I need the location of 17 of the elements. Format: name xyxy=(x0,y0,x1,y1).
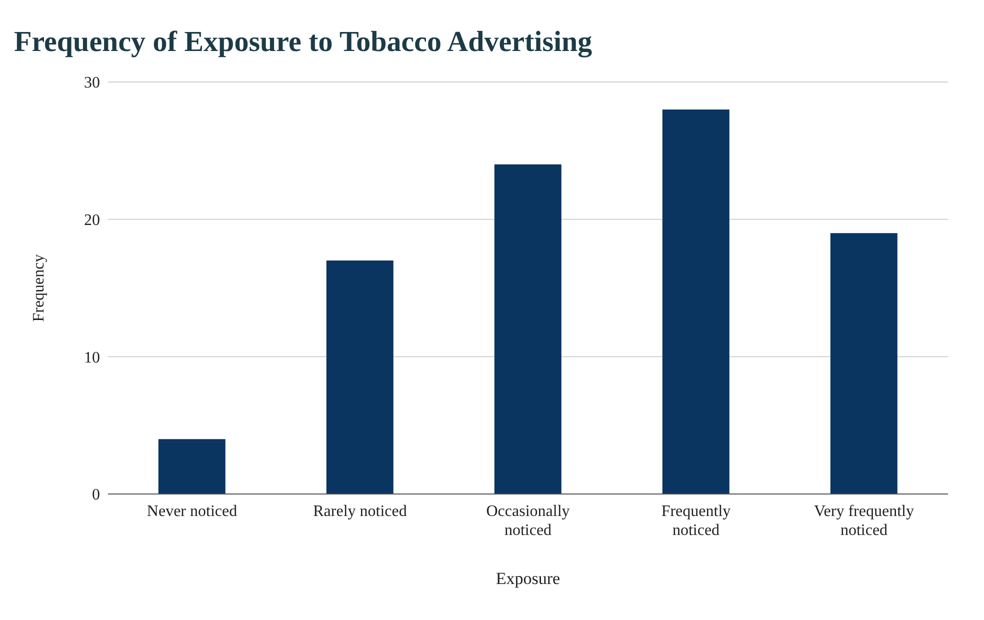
x-tick-label: Rarely noticed xyxy=(313,503,407,520)
y-tick-label: 20 xyxy=(84,212,100,230)
y-tick-label: 10 xyxy=(84,349,100,366)
x-tick-label: Very frequently noticed xyxy=(814,503,914,539)
bar xyxy=(326,260,394,494)
x-tick-label: Frequently noticed xyxy=(661,503,731,539)
chart-title: Frequency of Exposure to Tobacco Advertising xyxy=(13,25,594,60)
y-tick-label: 30 xyxy=(84,74,100,92)
x-tick-label: Never noticed xyxy=(146,503,238,520)
y-axis-title: Frequency xyxy=(30,254,48,322)
x-tick-label: Occasionally noticed xyxy=(486,503,570,539)
bar xyxy=(494,164,562,494)
y-tick-label: 0 xyxy=(92,486,100,504)
bar xyxy=(662,109,730,494)
bar xyxy=(830,233,898,494)
bar xyxy=(158,439,226,494)
x-axis-title: Exposure xyxy=(496,569,560,588)
